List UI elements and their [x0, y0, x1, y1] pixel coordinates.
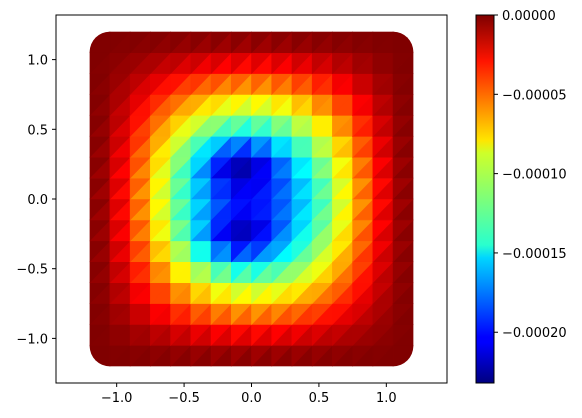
mesh-triangle: [190, 31, 212, 54]
y-tick-label: 0.5: [27, 123, 48, 138]
colorbar-tick-label: −0.00020: [502, 326, 567, 341]
x-tick-label: 0.5: [309, 391, 330, 406]
y-tick-label: −1.0: [16, 332, 48, 347]
y-tick-label: 0.0: [27, 193, 48, 208]
colorbar-tick-label: −0.00005: [502, 88, 567, 103]
colorbar-tick-label: −0.00015: [502, 247, 567, 262]
mesh-triangle: [352, 31, 374, 54]
colorbar-ticks: 0.00000 −0.00005 −0.00010 −0.00015 −0.00020: [494, 9, 567, 341]
colorbar-bar: [475, 14, 495, 384]
x-axis: −1.0 −0.5 0.0 0.5 1.0: [101, 383, 397, 406]
mesh-triangle: [311, 31, 334, 54]
y-axis: 1.0 0.5 0.0 −0.5 −1.0: [16, 54, 56, 347]
y-tick-label: −0.5: [16, 263, 48, 278]
colorbar: 0.00000 −0.00005 −0.00010 −0.00015 −0.00020: [475, 9, 567, 384]
mesh-triangle: [332, 31, 354, 54]
mesh-triangle: [170, 31, 192, 54]
colorbar-tick-label: −0.00010: [502, 168, 567, 183]
mesh-triangle: [271, 31, 293, 54]
mesh-triangle: [230, 31, 253, 54]
y-tick-label: 1.0: [27, 54, 48, 69]
triangle-mesh: [89, 31, 414, 367]
mesh-triangle: [109, 31, 131, 54]
x-tick-label: −0.5: [168, 391, 200, 406]
mesh-triangle: [150, 31, 172, 54]
mesh-triangle: [291, 31, 313, 54]
x-tick-label: −1.0: [101, 391, 133, 406]
x-tick-label: 0.0: [241, 391, 262, 406]
mesh-triangle: [251, 31, 273, 54]
mesh-triangle: [372, 31, 394, 54]
plot-area: [55, 14, 448, 384]
mesh-triangle: [210, 31, 232, 54]
mesh-triangle: [129, 31, 152, 54]
colorbar-tick-label: 0.00000: [502, 9, 556, 24]
x-tick-label: 1.0: [376, 391, 397, 406]
